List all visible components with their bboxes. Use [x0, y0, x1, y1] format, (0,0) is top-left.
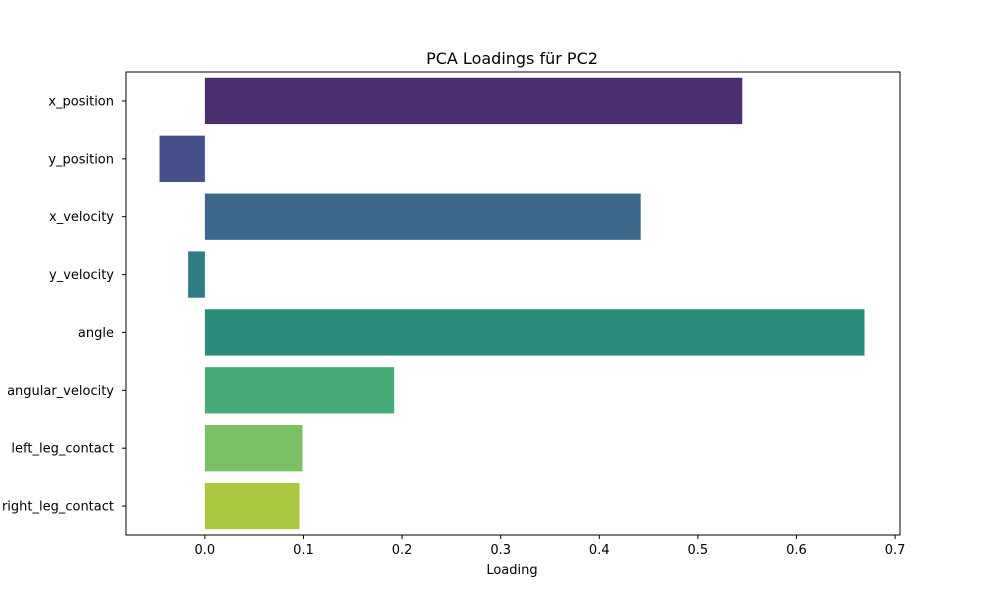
x-tick-label: 0.4 — [589, 543, 610, 558]
y-tick-label-y-position: y_position — [48, 152, 114, 167]
x-tick-label: 0.1 — [293, 543, 314, 558]
y-tick-label-left-leg-contact: left_leg_contact — [11, 442, 114, 457]
x-tick-label: 0.2 — [392, 543, 413, 558]
x-tick-label: 0.0 — [195, 543, 216, 558]
x-axis: 0.0 0.1 0.2 0.3 0.4 0.5 0.6 0.7 — [195, 535, 906, 558]
bar-left-leg-contact — [204, 425, 303, 472]
bar-x-position — [204, 77, 743, 125]
y-tick-label-right-leg-contact: right_leg_contact — [2, 500, 114, 515]
x-tick-label: 0.5 — [688, 543, 709, 558]
y-tick-label-y-velocity: y_velocity — [49, 268, 114, 283]
y-tick-label-angle: angle — [78, 326, 114, 341]
y-tick-label-x-velocity: x_velocity — [49, 210, 114, 225]
y-axis: x_position y_position x_velocity y_velocity… — [2, 94, 126, 515]
bars-group — [159, 77, 865, 530]
y-tick-label-x-position: x_position — [48, 94, 114, 109]
x-tick-label: 0.7 — [885, 543, 906, 558]
bar-y-velocity — [188, 251, 205, 298]
bar-x-velocity — [204, 193, 641, 240]
plot-frame — [125, 71, 901, 536]
y-tick-label-angular-velocity: angular_velocity — [7, 384, 114, 399]
bar-angular-velocity — [204, 367, 395, 414]
x-axis-label: Loading — [486, 563, 537, 578]
bar-angle — [204, 309, 865, 356]
chart-title: PCA Loadings für PC2 — [426, 49, 598, 68]
bar-right-leg-contact — [204, 482, 300, 530]
x-tick-label: 0.3 — [490, 543, 511, 558]
x-tick-label: 0.6 — [786, 543, 807, 558]
bar-y-position — [159, 135, 205, 182]
